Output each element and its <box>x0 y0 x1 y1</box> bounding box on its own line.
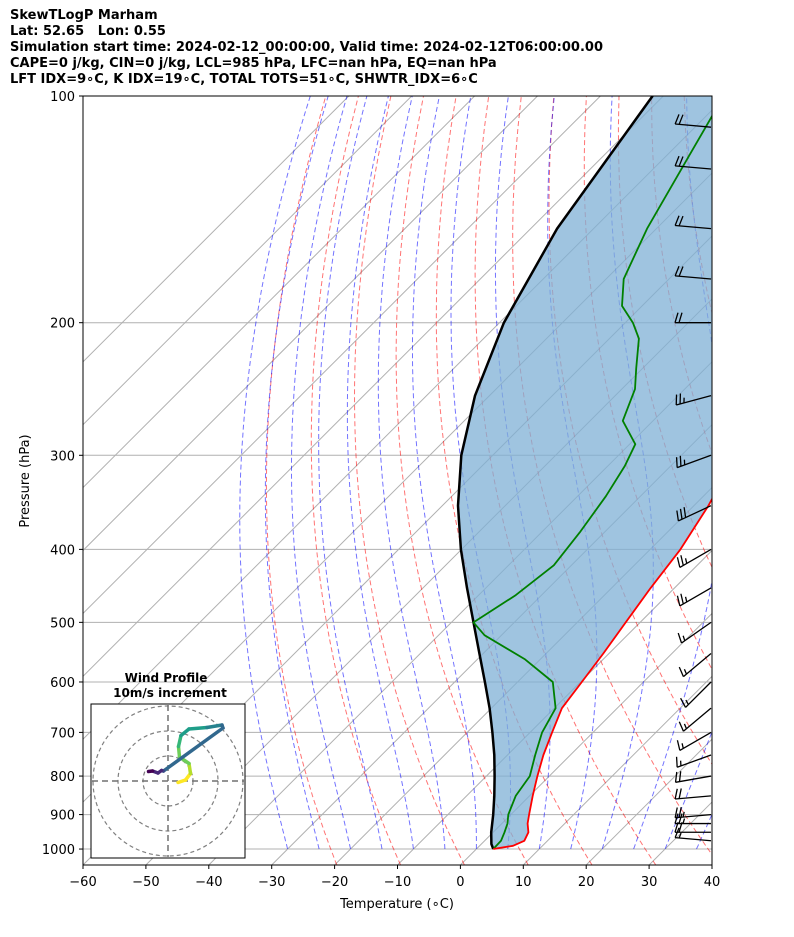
wind-barb <box>674 265 712 280</box>
isotherm-line <box>522 675 712 865</box>
profile-lines <box>456 96 712 850</box>
wind-barb <box>675 454 712 469</box>
hodograph-trace <box>146 723 225 785</box>
wind-barbs <box>674 114 712 842</box>
y-axis-ticks: 1000 900 800 700 600 500 400 300 200 100 <box>42 90 83 858</box>
wind-barb <box>674 771 712 783</box>
wind-barb <box>674 155 712 170</box>
x-tick-label: 0 <box>456 875 464 890</box>
y-tick-label: 500 <box>50 616 75 631</box>
isotherm-line <box>83 96 350 363</box>
moist-adiabat <box>346 96 414 850</box>
inset-title: Wind Profile <box>125 671 208 685</box>
wind-barb <box>674 114 712 128</box>
index-summary-line: LFT IDX=9∘C, K IDX=19∘C, TOTAL TOTS=51∘C… <box>10 72 478 87</box>
x-tick-label: −30 <box>258 875 285 890</box>
y-tick-label: 800 <box>50 770 75 785</box>
hodograph-segment <box>146 769 155 774</box>
dry-adiabat <box>782 96 794 865</box>
valid-time-line: Simulation start time: 2024-02-12_00:00:… <box>10 40 603 55</box>
y-tick-label: 1000 <box>42 843 75 858</box>
isotherm-line <box>460 612 712 865</box>
hodograph-segment <box>205 723 224 730</box>
station-title: SkewTLogP Marham <box>10 8 158 23</box>
dry-adiabat <box>265 96 338 865</box>
wind-barb <box>675 754 712 768</box>
wind-barb <box>676 731 712 751</box>
wind-barb <box>677 621 712 644</box>
x-tick-label: −50 <box>132 875 159 890</box>
hodograph-segment <box>176 744 182 759</box>
wind-barb <box>675 393 712 406</box>
wind-barb <box>674 827 712 842</box>
moist-adiabat <box>291 96 352 850</box>
hodograph-segment <box>187 725 209 731</box>
dry-adiabat <box>353 96 465 865</box>
dry-adiabat <box>749 96 794 865</box>
isotherm-line <box>83 96 413 426</box>
wind-barb <box>680 681 712 708</box>
wind-barb <box>674 312 711 324</box>
x-tick-label: −20 <box>321 875 348 890</box>
moist-adiabat <box>728 96 794 849</box>
wind-barb <box>676 587 712 607</box>
x-tick-label: 30 <box>641 875 658 890</box>
y-tick-label: 200 <box>50 317 75 332</box>
x-tick-label: 40 <box>704 875 721 890</box>
y-axis-label: Pressure (hPa) <box>18 434 33 527</box>
temperature-line <box>493 497 712 850</box>
wind-barb <box>676 505 712 522</box>
moist-adiabat <box>633 96 712 850</box>
dry-adiabat <box>717 96 794 865</box>
x-tick-label: −60 <box>69 875 96 890</box>
y-tick-label: 100 <box>50 90 75 105</box>
x-tick-label: 10 <box>515 875 532 890</box>
x-tick-label: 20 <box>578 875 595 890</box>
dry-adiabat <box>548 96 712 765</box>
moist-adiabat <box>239 96 311 850</box>
moist-adiabat <box>664 730 712 850</box>
x-tick-label: −40 <box>195 875 222 890</box>
hodograph-segment <box>176 733 183 749</box>
isotherm-line <box>83 96 601 615</box>
x-tick-label: −10 <box>384 875 411 890</box>
wind-barb <box>674 807 712 819</box>
stability-indices-line: CAPE=0 j/kg, CIN=0 j/kg, LCL=985 hPa, LF… <box>10 56 497 71</box>
y-tick-label: 900 <box>50 809 75 824</box>
y-tick-label: 300 <box>50 449 75 464</box>
moist-adiabat <box>412 96 477 849</box>
moist-adiabat <box>318 96 383 850</box>
x-axis-label: Temperature (∘C) <box>339 897 454 912</box>
isotherm-line <box>334 486 712 865</box>
dewpoint-line <box>472 114 712 850</box>
inset-subtitle: 10m/s increment <box>113 686 227 700</box>
wind-barb <box>674 788 712 800</box>
moist-adiabat <box>264 96 329 850</box>
wind-barb <box>674 813 711 825</box>
wind-barb <box>678 707 712 732</box>
dry-adiabat <box>310 96 402 865</box>
y-tick-label: 600 <box>50 676 75 691</box>
x-axis-ticks: −60 −50 −40 −30 −20 −10 0 10 20 30 40 <box>69 865 720 890</box>
wind-barb <box>676 548 712 568</box>
isotherm-line <box>83 96 664 678</box>
cin-shading <box>458 96 712 849</box>
y-tick-label: 700 <box>50 726 75 741</box>
dry-adiabat <box>512 96 712 856</box>
station-coordinates: Lat: 52.65 Lon: 0.55 <box>10 24 166 39</box>
moist-adiabat <box>377 96 446 850</box>
wind-profile-inset: Wind Profile 10m/s increment <box>90 671 246 859</box>
isotherm-line <box>83 96 538 552</box>
hodograph-rings <box>92 705 244 857</box>
isotherm-line <box>83 96 475 489</box>
isotherm-line <box>711 864 712 865</box>
wind-barb <box>678 653 712 678</box>
chart-header: SkewTLogP Marham Lat: 52.65 Lon: 0.55 Si… <box>10 8 603 88</box>
wind-barb <box>674 215 712 230</box>
hodograph-segment <box>161 726 225 773</box>
y-tick-label: 400 <box>50 543 75 558</box>
parcel-profile-line <box>456 96 654 850</box>
cape-shading <box>458 96 712 849</box>
